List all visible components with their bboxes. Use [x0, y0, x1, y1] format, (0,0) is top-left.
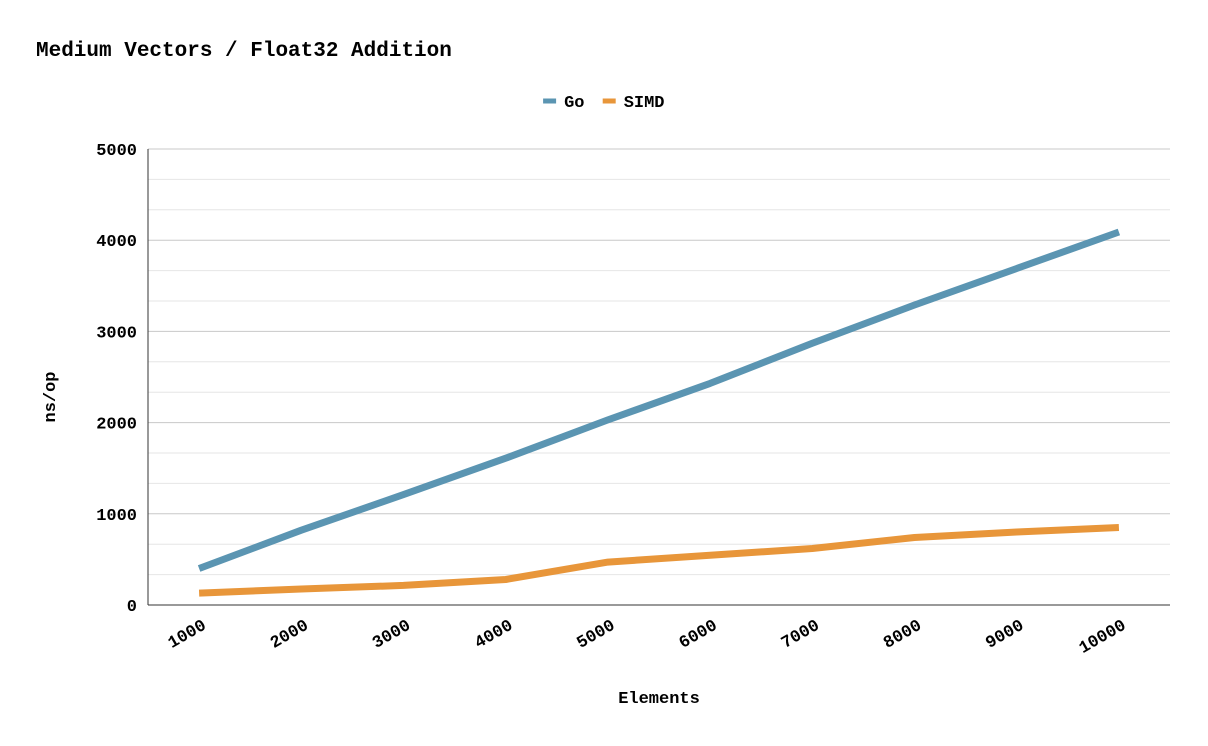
x-tick-label: 3000 — [370, 617, 415, 654]
x-tick-label: 7000 — [778, 617, 823, 654]
legend-label-go: Go — [564, 94, 584, 113]
series-lines — [197, 228, 1121, 597]
series-line-simd — [198, 524, 1120, 597]
series-line-go — [197, 228, 1121, 572]
y-tick-label: 2000 — [96, 416, 137, 435]
legend-label-simd: SIMD — [624, 94, 665, 113]
x-axis-label: Elements — [618, 690, 700, 709]
axes — [147, 149, 1170, 606]
legend-swatch-simd — [602, 98, 616, 104]
legend-swatch-go — [543, 98, 557, 104]
y-tick-label: 4000 — [96, 233, 137, 252]
x-tick-label: 8000 — [881, 617, 926, 654]
x-tick-label: 10000 — [1076, 617, 1130, 659]
y-tick-label: 5000 — [96, 142, 137, 161]
chart-title: Medium Vectors / Float32 Addition — [36, 40, 452, 63]
y-tick-label: 0 — [127, 598, 137, 617]
legend: Go SIMD — [543, 94, 665, 113]
x-tick-label: 1000 — [165, 617, 210, 654]
x-axis-ticks: 1000 2000 3000 4000 5000 6000 7000 8000 9000 1000… — [165, 617, 1130, 659]
y-axis-ticks: 0 1000 2000 3000 4000 5000 — [96, 142, 137, 617]
x-tick-label: 4000 — [472, 617, 517, 654]
x-tick-label: 6000 — [676, 617, 721, 654]
x-tick-label: 2000 — [267, 617, 312, 654]
x-tick-label: 5000 — [574, 617, 619, 654]
x-tick-label: 9000 — [983, 617, 1028, 654]
y-tick-label: 1000 — [96, 507, 137, 526]
y-axis-label: ns/op — [42, 371, 61, 422]
y-tick-label: 3000 — [96, 324, 137, 343]
gridlines — [148, 148, 1170, 576]
